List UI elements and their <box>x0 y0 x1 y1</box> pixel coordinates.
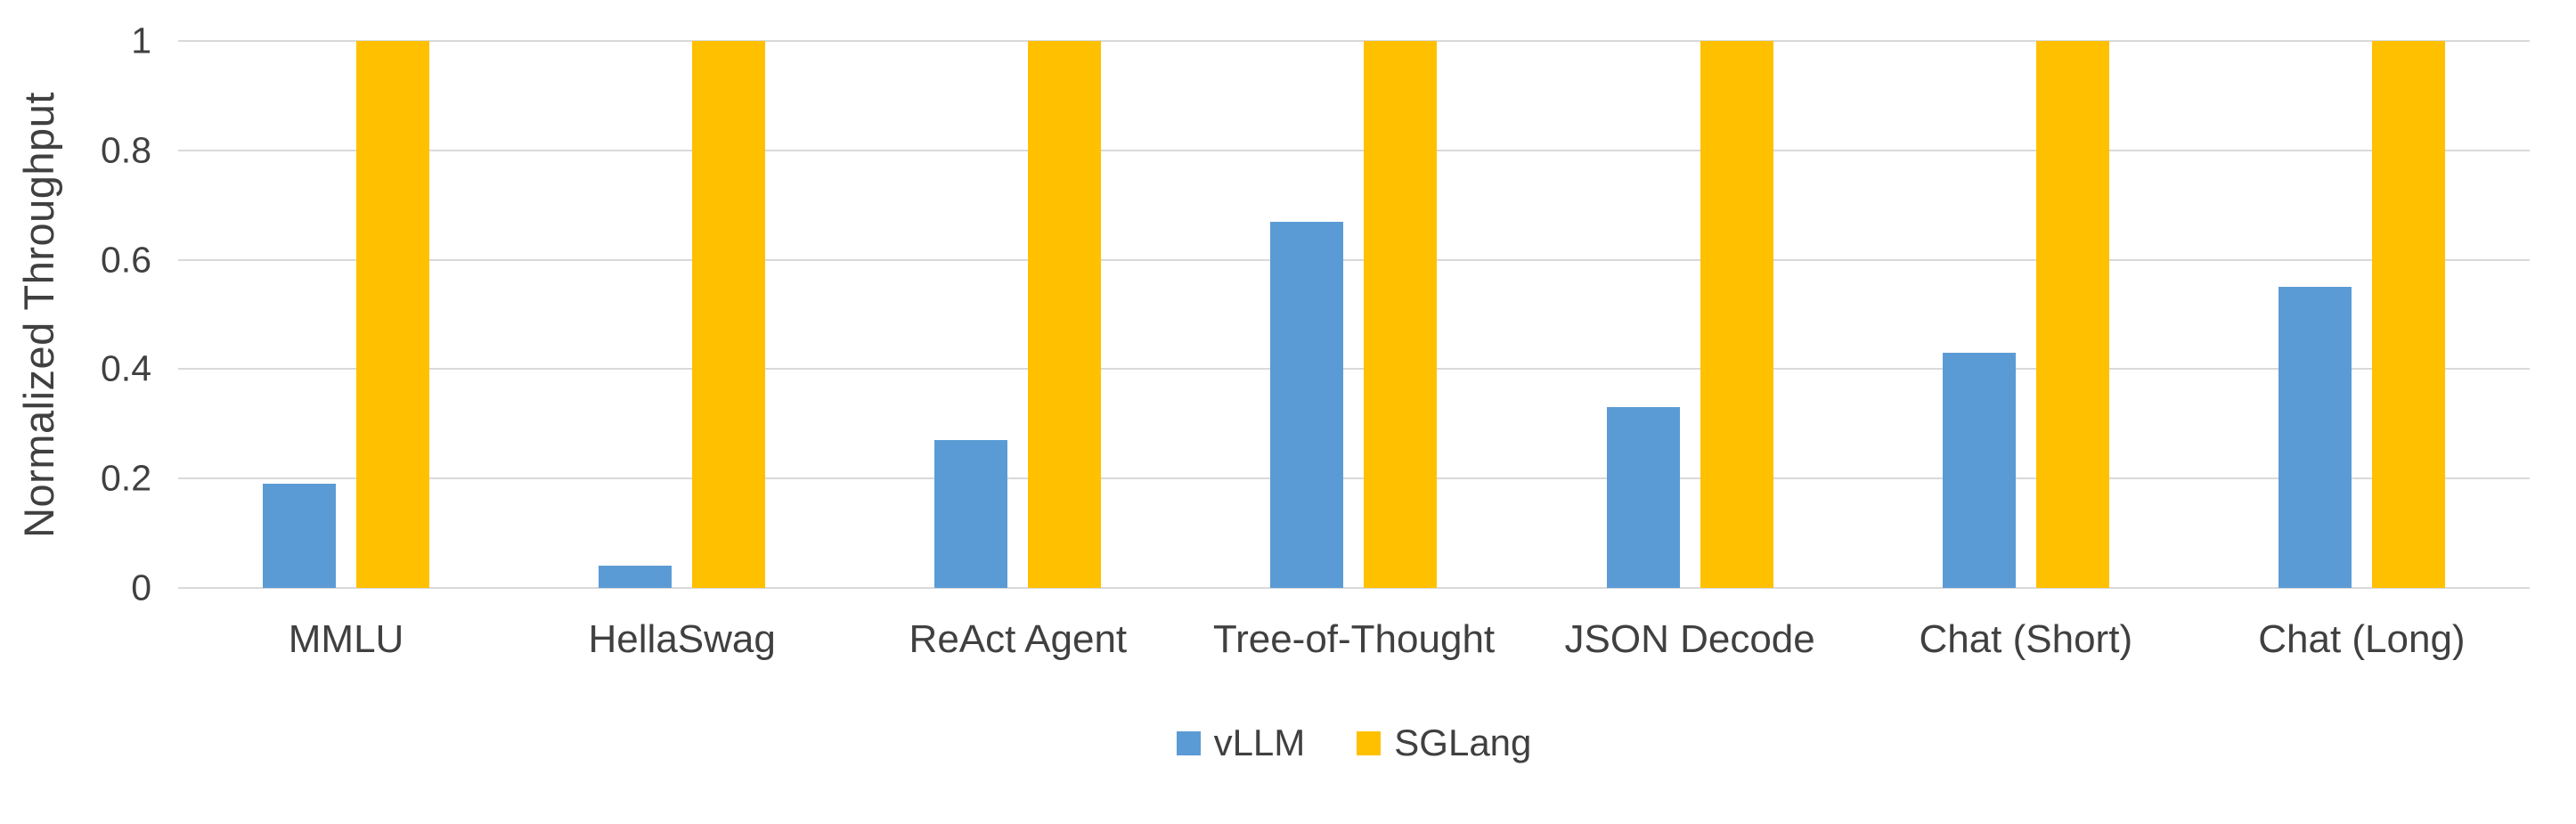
bar-group <box>1522 41 1858 588</box>
bar-group <box>514 41 850 588</box>
bar-group <box>850 41 1186 588</box>
x-category-label: Chat (Long) <box>2258 617 2466 661</box>
plot-area <box>178 40 2530 589</box>
legend-label: vLLM <box>1213 722 1306 763</box>
bar-vllm-json-decode <box>1606 407 1680 588</box>
bar-vllm-mmlu <box>263 484 337 588</box>
bar-sglang-chat-long- <box>2371 41 2445 588</box>
gridline <box>178 368 2530 371</box>
y-tick-label: 0 <box>131 567 151 608</box>
legend-item-sglang: SGLang <box>1357 722 1531 764</box>
bar-vllm-react-agent <box>934 440 1008 588</box>
bar-sglang-json-decode <box>1700 41 1773 588</box>
x-category-label: MMLU <box>288 617 404 661</box>
legend-item-vllm: vLLM <box>1176 722 1306 764</box>
y-tick-label: 0.4 <box>101 347 151 389</box>
bar-group <box>178 41 514 588</box>
y-tick-label: 0.2 <box>101 457 151 499</box>
bar-group <box>1186 41 1521 588</box>
bar-sglang-tree-of-thought <box>1364 41 1438 588</box>
y-tick-label: 1 <box>131 20 151 61</box>
x-category-label: Tree-of-Thought <box>1212 617 1496 661</box>
gridline <box>178 587 2530 589</box>
bar-sglang-hellaswag <box>692 41 766 588</box>
bar-vllm-hellaswag <box>599 566 673 588</box>
bar-group <box>1858 41 2194 588</box>
legend-label: SGLang <box>1394 722 1532 763</box>
legend: vLLM SGLang <box>178 722 2530 764</box>
legend-swatch-icon <box>1176 730 1201 755</box>
x-category-label: Chat (Short) <box>1919 617 2133 661</box>
bar-group <box>2194 41 2530 588</box>
gridline <box>178 40 2530 42</box>
gridline <box>178 477 2530 480</box>
y-tick-label: 0.6 <box>101 239 151 281</box>
bar-vllm-tree-of-thought <box>1270 221 1344 588</box>
gridline <box>178 258 2530 261</box>
bar-sglang-chat-short- <box>2035 41 2109 588</box>
bar-sglang-mmlu <box>356 41 430 588</box>
y-axis-tick-labels: 0 0.2 0.4 0.6 0.8 1 <box>0 20 166 608</box>
bar-vllm-chat-short- <box>1942 352 2016 588</box>
legend-swatch-icon <box>1357 730 1382 755</box>
bar-sglang-react-agent <box>1028 41 1102 588</box>
x-category-label: JSON Decode <box>1564 617 1815 661</box>
y-tick-label: 0.8 <box>101 129 151 171</box>
bar-vllm-chat-long- <box>2278 287 2352 588</box>
x-category-label: ReAct Agent <box>909 617 1128 661</box>
bar-groups <box>178 41 2530 588</box>
x-category-label: HellaSwag <box>588 617 776 661</box>
gridline <box>178 149 2530 151</box>
x-axis-category-labels: MMLU HellaSwag ReAct Agent Tree-of-Thought J… <box>178 617 2530 662</box>
